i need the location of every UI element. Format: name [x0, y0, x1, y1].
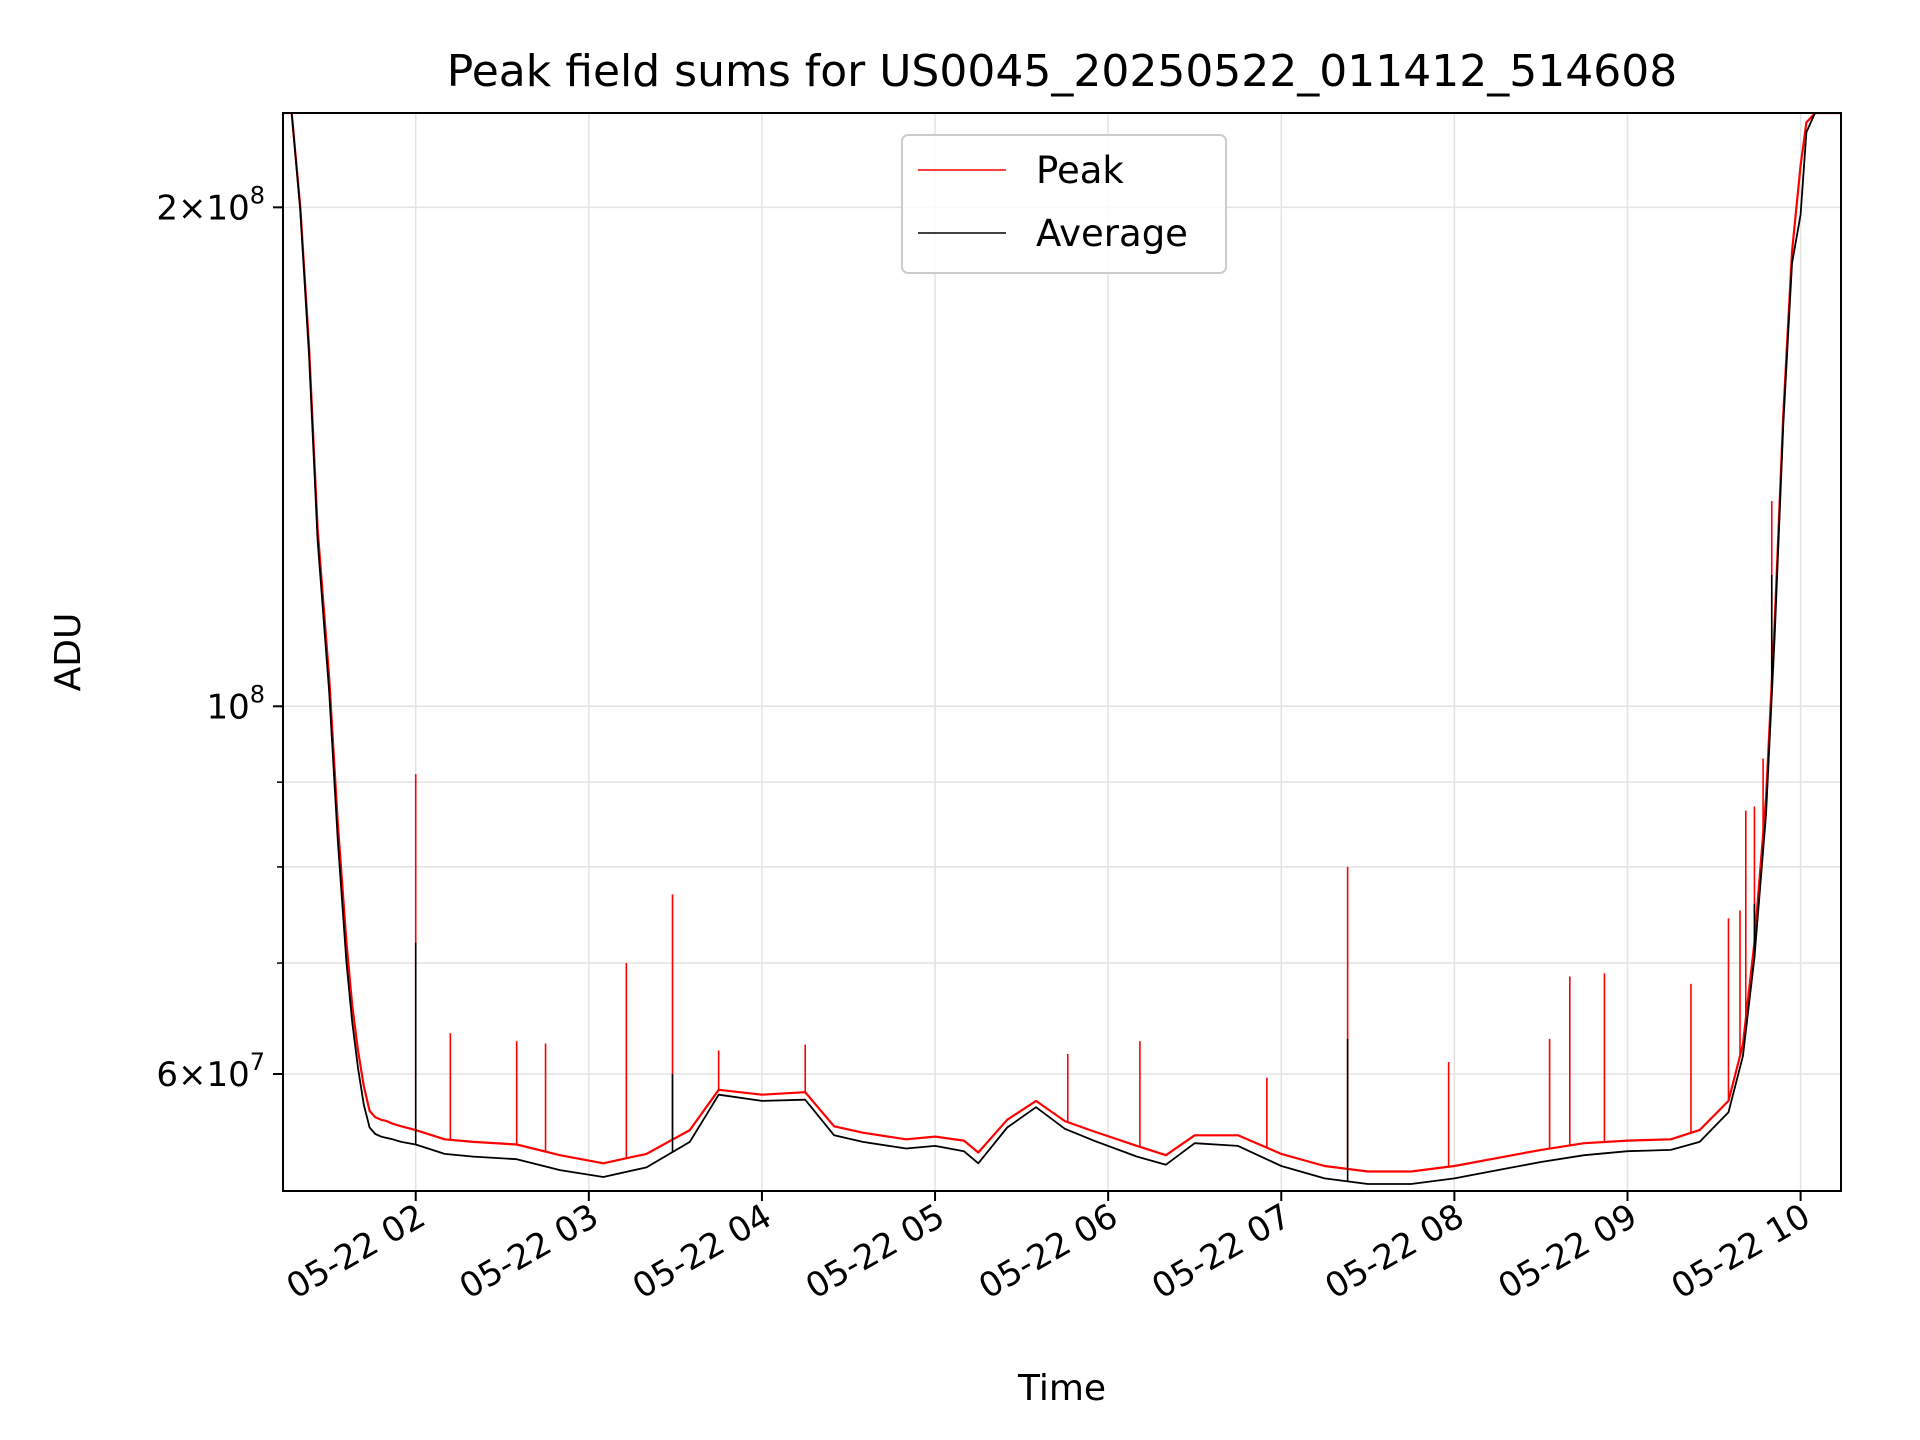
y-tick-label: 6×107	[156, 1048, 265, 1095]
y-tick-label: 108	[206, 680, 265, 727]
y-axis-label: ADU	[48, 613, 89, 692]
grid-layer	[283, 113, 1841, 1191]
x-tick-label: 05-22 10	[1665, 1196, 1817, 1307]
x-axis: 05-22 02 05-22 03 05-22 04 05-22 05 05-22 06…	[280, 1191, 1817, 1307]
x-tick-label: 05-22 03	[453, 1196, 605, 1307]
legend-average-label: Average	[1036, 212, 1188, 255]
plot-area	[283, 113, 1841, 1185]
x-axis-label: Time	[1017, 1368, 1106, 1409]
x-tick-label: 05-22 04	[626, 1196, 778, 1307]
legend: Peak Average	[901, 134, 1227, 274]
x-tick-label: 05-22 09	[1492, 1196, 1644, 1307]
x-tick-label: 05-22 06	[972, 1196, 1124, 1307]
x-tick-label: 05-22 08	[1318, 1196, 1470, 1307]
x-tick-label: 05-22 05	[799, 1196, 951, 1307]
x-tick-label: 05-22 07	[1145, 1196, 1297, 1307]
plot-frame	[282, 112, 1842, 1192]
chart-title: Peak field sums for US0045_20250522_0114…	[447, 46, 1677, 97]
x-tick-label: 05-22 02	[280, 1196, 432, 1307]
series-line-average	[283, 113, 1841, 1185]
y-axis: 108 2×108 6×107	[156, 181, 283, 1095]
series-line-peak	[283, 113, 1841, 1173]
y-tick-label: 2×108	[156, 181, 265, 228]
legend-peak-label: Peak	[1036, 149, 1124, 192]
